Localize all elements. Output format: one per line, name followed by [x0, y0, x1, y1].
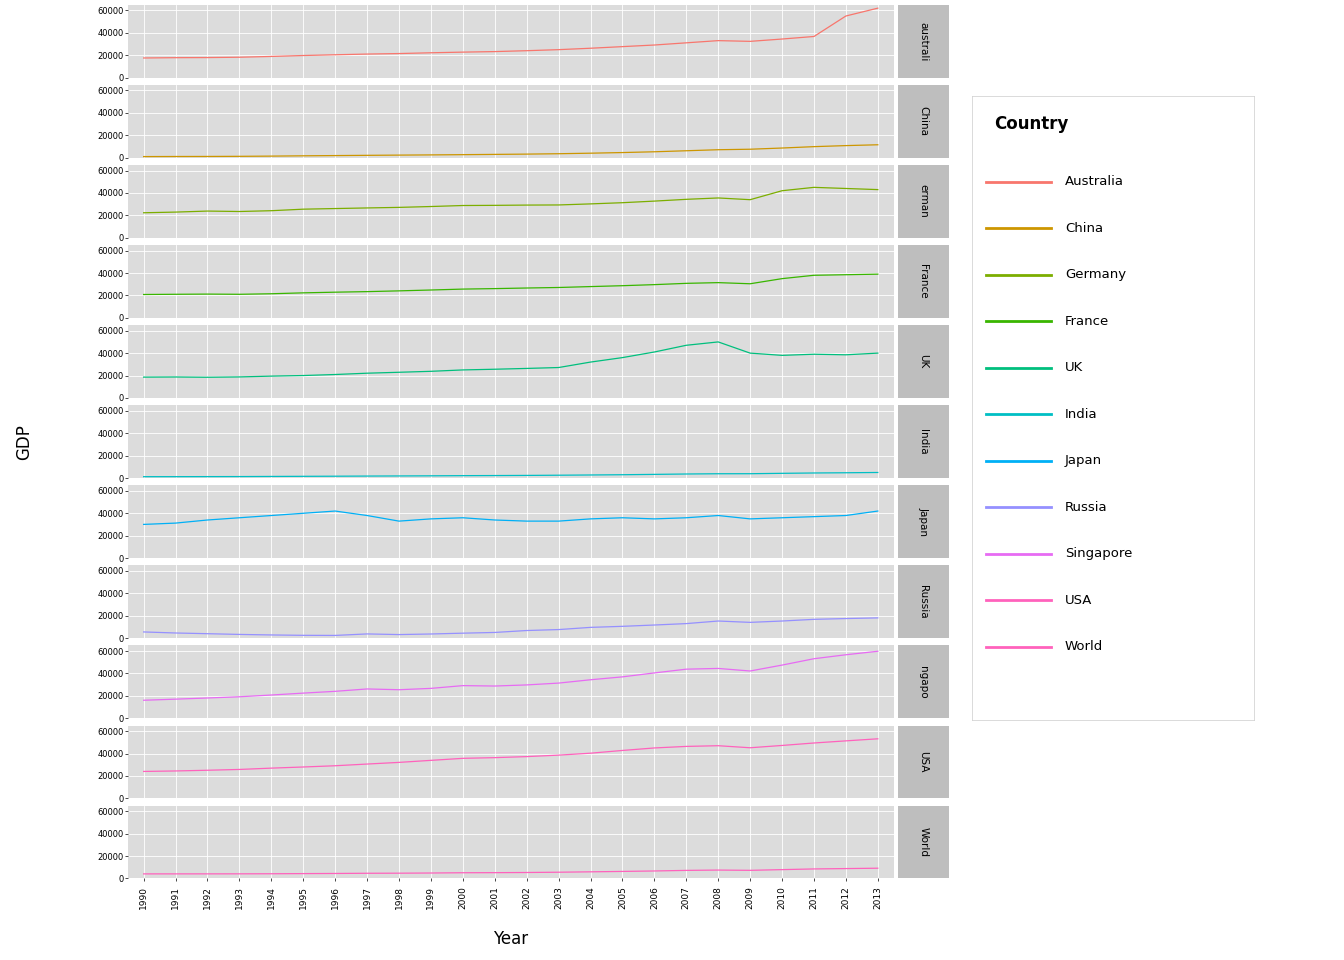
- Text: India: India: [918, 429, 929, 454]
- Text: Germany: Germany: [1064, 268, 1126, 281]
- Text: France: France: [918, 264, 929, 299]
- Text: australi: australi: [918, 21, 929, 60]
- Text: India: India: [1064, 408, 1098, 420]
- Text: UK: UK: [918, 354, 929, 369]
- Text: Japan: Japan: [1064, 454, 1102, 468]
- Text: China: China: [918, 107, 929, 136]
- Text: UK: UK: [1064, 361, 1083, 374]
- Text: Year: Year: [493, 930, 528, 948]
- Text: Russia: Russia: [1064, 501, 1107, 514]
- Text: ngapo: ngapo: [918, 665, 929, 698]
- Text: USA: USA: [918, 751, 929, 773]
- Text: Country: Country: [995, 115, 1068, 132]
- Text: Australia: Australia: [1064, 175, 1124, 188]
- Text: World: World: [1064, 640, 1103, 654]
- Text: China: China: [1064, 222, 1103, 234]
- Text: World: World: [918, 827, 929, 857]
- Text: USA: USA: [1064, 594, 1093, 607]
- Text: GDP: GDP: [15, 423, 34, 460]
- Text: Japan: Japan: [918, 507, 929, 537]
- Text: erman: erman: [918, 184, 929, 218]
- Text: Russia: Russia: [918, 585, 929, 618]
- Text: France: France: [1064, 315, 1109, 327]
- Text: Singapore: Singapore: [1064, 547, 1132, 561]
